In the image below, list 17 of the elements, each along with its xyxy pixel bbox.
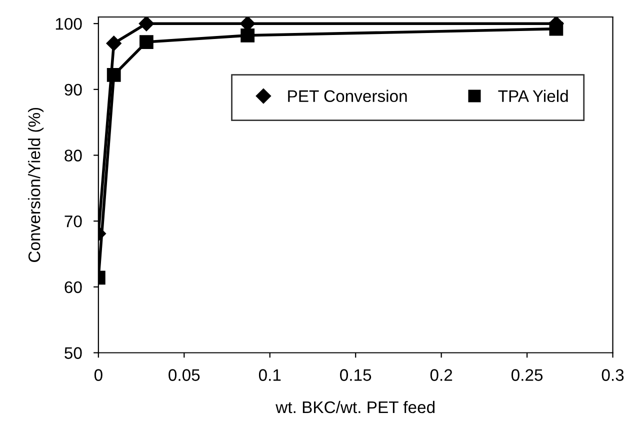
x-tick-label: 0.05: [168, 369, 200, 381]
y-axis-title: Conversion/Yield (%): [28, 108, 44, 262]
x-axis-title: wt. BKC/wt. PET feed: [276, 400, 434, 414]
x-tick-label: 0.1: [258, 369, 281, 381]
x-tick-label: 0.25: [511, 369, 543, 381]
y-tick-label: 50: [64, 347, 82, 359]
x-tick-label: 0.15: [340, 369, 372, 381]
y-tick-label: 80: [64, 150, 82, 162]
legend-label: PET Conversion: [288, 90, 407, 102]
y-tick-label: 70: [64, 215, 82, 228]
legend-label: TPA Yield: [498, 90, 568, 102]
x-tick-label: 0.3: [602, 369, 624, 381]
y-tick-label: 90: [64, 84, 82, 96]
y-tick-label: 60: [64, 281, 82, 294]
x-tick-label: 0: [94, 369, 102, 381]
y-tick-label: 100: [56, 18, 82, 30]
x-tick-label: 0.2: [430, 369, 452, 381]
